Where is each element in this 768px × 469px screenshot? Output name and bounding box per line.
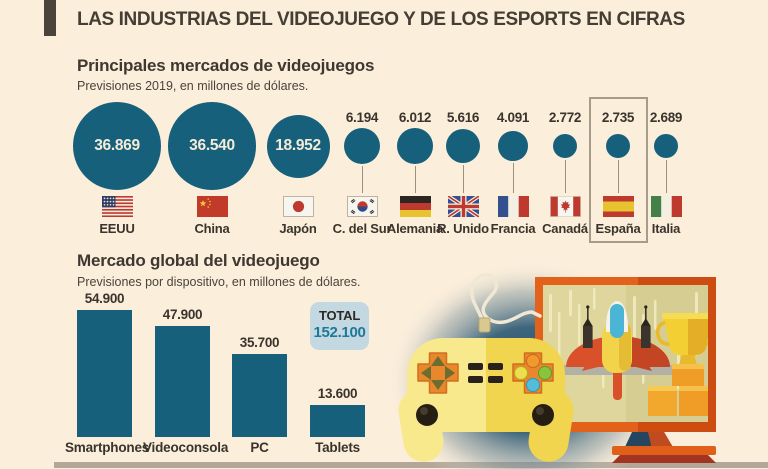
market-bubble <box>552 133 578 159</box>
country-label: Japón <box>279 221 317 236</box>
bubble-value: 2.772 <box>548 110 582 125</box>
bubble-connector-line <box>617 160 619 193</box>
market-bubble <box>344 128 380 164</box>
total-value: 152.100 <box>313 324 366 341</box>
action-buttons <box>512 352 554 394</box>
bar-value: 13.600 <box>317 386 358 401</box>
bubble-value: 4.091 <box>496 110 530 125</box>
missile-icon <box>583 305 593 348</box>
floor-strip <box>54 462 768 468</box>
bubble-value: 2.689 <box>649 110 683 125</box>
market-bubble <box>445 128 481 164</box>
country-label: Canadá <box>542 221 588 236</box>
bar-label: PC <box>250 440 269 455</box>
flag-cn-icon <box>196 196 228 217</box>
dpad <box>417 352 459 394</box>
rocket-icon <box>582 301 652 400</box>
bubble-value: 2.735 <box>601 110 635 125</box>
market-bubble: 36.869 <box>73 102 161 190</box>
monitor-icon <box>535 277 716 463</box>
bar-value: 47.900 <box>162 307 203 322</box>
flag-it-icon <box>650 196 682 217</box>
bubble-value: 6.194 <box>345 110 379 125</box>
country-label: España <box>595 221 641 236</box>
title-accent-bar <box>44 0 56 36</box>
country-label: C. del Sur <box>332 221 392 236</box>
devices-section-title: Mercado global del videojuego <box>77 251 320 270</box>
country-label: Francia <box>490 221 536 236</box>
bubble-connector-line <box>414 165 416 193</box>
flag-kr-icon <box>346 196 378 217</box>
market-bubble <box>498 131 528 161</box>
page-title: LAS INDUSTRIAS DEL VIDEOJUEGO Y DE LOS E… <box>77 9 685 30</box>
country-label: China <box>194 221 230 236</box>
flag-de-icon <box>399 196 431 217</box>
market-bubble: 36.540 <box>168 102 256 190</box>
missile-icon-2 <box>641 305 651 348</box>
flag-fr-icon <box>497 196 529 217</box>
trophy-icon <box>648 313 708 416</box>
bubble-connector-line <box>564 160 566 193</box>
device-bar <box>77 310 132 437</box>
bar-label: Smartphones <box>65 440 150 455</box>
bubble-connector-line <box>462 165 464 193</box>
market-bubble <box>606 134 630 158</box>
device-bar <box>155 326 210 437</box>
country-label: R. Unido <box>437 221 489 236</box>
total-box: TOTAL 152.100 <box>310 302 369 350</box>
flag-jp-icon <box>282 196 314 217</box>
bar-value: 35.700 <box>239 335 280 350</box>
device-bar <box>232 354 287 437</box>
gamepad-icon <box>398 338 574 462</box>
country-label: Italia <box>651 221 681 236</box>
flag-es-icon <box>602 196 634 217</box>
markets-section-title: Principales mercados de videojuegos <box>77 56 375 75</box>
controller-cable <box>470 273 542 327</box>
select-start-buttons <box>468 363 503 383</box>
flag-us-icon <box>101 196 133 217</box>
bubble-value: 6.012 <box>398 110 432 125</box>
bar-label: Videoconsola <box>143 440 229 455</box>
devices-section-subtitle: Previsiones por dispositivo, en millones… <box>77 275 361 289</box>
markets-section-subtitle: Previsiones 2019, en millones de dólares… <box>77 79 309 93</box>
market-bubble <box>397 128 433 164</box>
market-bubble: 18.952 <box>266 114 330 178</box>
bubble-value: 5.616 <box>446 110 480 125</box>
bar-label: Tablets <box>315 440 360 455</box>
country-label: Alemania <box>386 221 444 236</box>
device-bar <box>310 405 365 437</box>
bubble-connector-line <box>361 166 363 193</box>
bar-value: 54.900 <box>84 291 125 306</box>
country-label: EEUU <box>99 221 135 236</box>
flag-ca-icon <box>549 196 581 217</box>
highlight-box <box>588 97 648 243</box>
cable-connector <box>478 317 491 333</box>
monitor-stand <box>612 432 716 463</box>
total-label: TOTAL <box>318 308 361 323</box>
bubble-connector-line <box>512 162 514 193</box>
flag-gb-icon <box>447 196 479 217</box>
market-bubble <box>654 134 678 158</box>
bubble-connector-line <box>665 159 667 193</box>
esports-illustration <box>388 262 716 469</box>
